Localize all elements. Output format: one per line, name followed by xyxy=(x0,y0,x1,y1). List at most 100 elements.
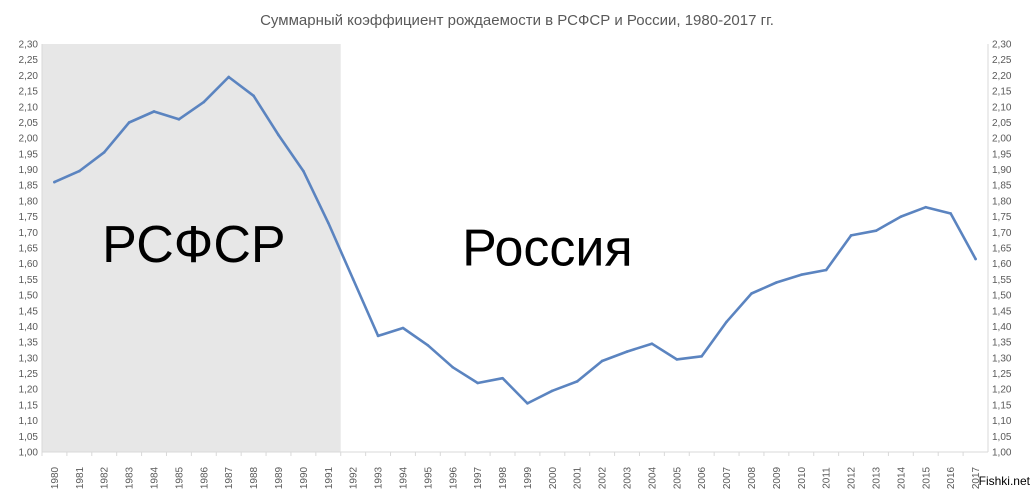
x-tick-label: 1984 xyxy=(150,466,161,489)
data-point xyxy=(551,389,554,393)
x-tick-label: 1995 xyxy=(423,466,434,489)
y-tick-label-left: 1,65 xyxy=(19,244,39,255)
x-tick-label: 1986 xyxy=(199,466,210,489)
data-point xyxy=(426,343,430,347)
data-point xyxy=(700,354,704,358)
x-tick-label: 2015 xyxy=(921,466,932,489)
data-point xyxy=(78,169,81,173)
y-tick-label-right: 1,35 xyxy=(992,338,1012,349)
y-tick-label-left: 2,30 xyxy=(19,40,39,51)
y-tick-label-right: 2,20 xyxy=(992,71,1012,82)
data-point xyxy=(376,334,380,338)
y-tick-label-left: 1,40 xyxy=(19,322,39,333)
y-tick-label-left: 1,30 xyxy=(19,353,39,364)
x-tick-label: 2012 xyxy=(847,466,858,489)
y-tick-label-left: 1,80 xyxy=(19,196,39,207)
data-point xyxy=(451,365,455,369)
data-point xyxy=(600,359,604,363)
y-tick-label-right: 1,60 xyxy=(992,259,1012,270)
y-tick-label-left: 1,75 xyxy=(19,212,39,223)
y-tick-label-left: 2,15 xyxy=(19,87,39,98)
data-point xyxy=(277,133,280,137)
data-point xyxy=(924,205,928,209)
data-point xyxy=(799,273,803,276)
x-tick-label: 2000 xyxy=(548,466,559,489)
x-tick-label: 1982 xyxy=(100,466,111,489)
y-tick-label-left: 2,25 xyxy=(19,55,39,66)
data-point xyxy=(227,75,231,79)
data-point xyxy=(849,234,853,237)
y-tick-label-right: 1,70 xyxy=(992,228,1012,239)
y-tick-label-right: 1,30 xyxy=(992,353,1012,364)
data-point xyxy=(625,350,629,353)
x-tick-label: 1980 xyxy=(50,466,61,489)
data-point xyxy=(351,278,355,281)
x-tick-label: 1989 xyxy=(274,466,285,489)
x-tick-label: 1981 xyxy=(75,466,86,489)
x-tick-label: 1994 xyxy=(398,466,409,489)
y-tick-label-right: 2,30 xyxy=(992,40,1012,51)
y-tick-label-left: 1,85 xyxy=(19,181,39,192)
data-point xyxy=(102,150,106,154)
x-tick-label: 1988 xyxy=(249,466,260,489)
data-point xyxy=(53,180,56,184)
x-tick-label: 1999 xyxy=(523,466,534,489)
data-point xyxy=(874,229,878,233)
x-tick-label: 1997 xyxy=(473,466,484,489)
x-tick-label: 2008 xyxy=(747,466,758,489)
x-tick-label: 2010 xyxy=(797,466,808,489)
data-point xyxy=(152,110,156,113)
y-tick-label-right: 2,15 xyxy=(992,87,1012,98)
x-tick-label: 1993 xyxy=(374,466,385,489)
x-tick-label: 2011 xyxy=(822,467,833,489)
y-tick-label-left: 1,50 xyxy=(19,291,39,302)
data-point xyxy=(501,376,504,380)
data-point xyxy=(675,358,679,361)
series-layer xyxy=(53,75,977,405)
left-y-axis: 1,00 1,05 1,10 1,15 1,20 1,25 1,30 1,35 1,40 1,45… xyxy=(19,40,43,459)
data-point xyxy=(127,121,131,124)
x-tick-label: 2004 xyxy=(647,466,658,489)
x-tick-label: 1991 xyxy=(324,466,335,489)
y-tick-label-right: 1,00 xyxy=(992,448,1012,459)
y-tick-label-left: 2,05 xyxy=(19,118,39,129)
x-tick-label: 2017 xyxy=(971,466,982,489)
data-point xyxy=(252,94,255,98)
data-point xyxy=(177,118,181,121)
y-tick-label-right: 1,25 xyxy=(992,369,1012,380)
y-tick-label-right: 1,05 xyxy=(992,432,1012,443)
y-tick-label-left: 1,95 xyxy=(19,149,39,160)
data-point xyxy=(949,212,952,215)
data-point xyxy=(750,292,753,295)
x-tick-label: 2009 xyxy=(772,466,783,489)
y-tick-label-right: 1,15 xyxy=(992,400,1012,411)
y-tick-label-right: 2,10 xyxy=(992,102,1012,113)
y-tick-label-right: 1,75 xyxy=(992,212,1012,223)
y-tick-label-right: 1,55 xyxy=(992,275,1012,286)
y-tick-label-left: 1,45 xyxy=(19,306,39,317)
x-tick-label: 2005 xyxy=(672,466,683,489)
y-tick-label-right: 1,85 xyxy=(992,181,1012,192)
data-point xyxy=(476,381,479,385)
y-tick-label-left: 2,10 xyxy=(19,102,39,113)
y-tick-label-left: 1,60 xyxy=(19,259,39,270)
y-tick-label-right: 1,40 xyxy=(992,322,1012,333)
y-tick-label-right: 2,25 xyxy=(992,55,1012,66)
y-tick-label-left: 1,00 xyxy=(19,448,39,459)
y-tick-label-right: 1,95 xyxy=(992,149,1012,160)
x-tick-label: 2001 xyxy=(573,466,584,489)
data-point xyxy=(899,215,903,218)
data-point xyxy=(725,320,728,324)
y-tick-label-right: 1,20 xyxy=(992,385,1012,396)
x-tick-label: 1998 xyxy=(498,466,509,489)
y-tick-label-right: 2,05 xyxy=(992,118,1012,129)
data-point xyxy=(526,402,529,405)
y-tick-label-left: 1,90 xyxy=(19,165,39,176)
y-tick-label-left: 1,70 xyxy=(19,228,39,239)
y-tick-label-right: 1,80 xyxy=(992,196,1012,207)
x-tick-label: 2007 xyxy=(722,466,733,489)
data-point xyxy=(202,100,206,104)
y-tick-label-right: 1,50 xyxy=(992,291,1012,302)
y-tick-label-left: 1,15 xyxy=(19,400,39,411)
